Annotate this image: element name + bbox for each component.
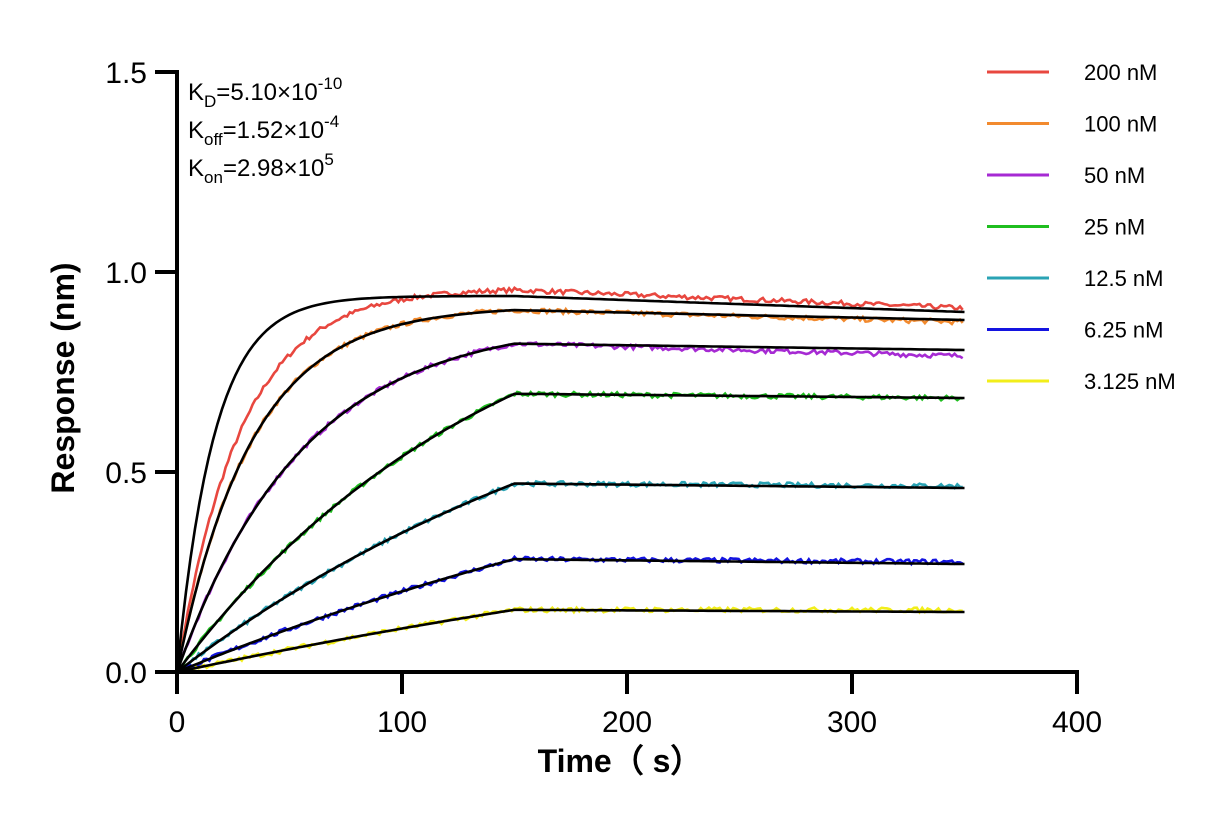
- y-tick-label: 1.0: [105, 257, 147, 290]
- series-line-1: [175, 285, 964, 673]
- legend-label: 12.5 nM: [1084, 266, 1164, 291]
- fit-line-1: [175, 294, 965, 673]
- legend-label: 25 nM: [1084, 215, 1145, 240]
- legend-label: 200 nM: [1084, 60, 1157, 85]
- x-tick-label: 400: [1052, 706, 1102, 739]
- series-line-2: [175, 306, 964, 671]
- y-tick-label: 0.5: [105, 457, 147, 490]
- fit-line-3: [175, 342, 965, 673]
- series-line-3: [175, 341, 964, 672]
- fit-line-4: [175, 392, 965, 673]
- x-axis-title: Time（ s）: [538, 743, 703, 779]
- legend-label: 3.125 nM: [1084, 369, 1176, 394]
- kinetic-constant: KD=5.10×10-10: [188, 74, 342, 111]
- axes: 0 100 200 300 400 0.0 0.5 1.0 1.5: [105, 57, 1102, 739]
- legend-label: 100 nM: [1084, 112, 1157, 137]
- kinetic-constant: Kon=2.98×105: [188, 150, 334, 187]
- series-line-5: [176, 479, 963, 672]
- y-tick-label: 1.5: [105, 57, 147, 90]
- y-axis-title: Response (nm): [45, 262, 81, 493]
- y-tick-label: 0.0: [105, 657, 147, 690]
- legend-label: 50 nM: [1084, 163, 1145, 188]
- kinetic-constant: Koff=1.52×10-4: [188, 112, 339, 149]
- x-tick-label: 300: [827, 706, 877, 739]
- x-tick-label: 100: [377, 706, 427, 739]
- series-line-6: [177, 554, 964, 674]
- legend-label: 6.25 nM: [1084, 318, 1164, 343]
- plot-area: [175, 285, 965, 674]
- x-tick-label: 200: [602, 706, 652, 739]
- legend: 200 nM 100 nM 50 nM 25 nM 12.5 nM 6.25 nM 3.12…: [987, 60, 1176, 394]
- x-tick-label: 0: [169, 706, 186, 739]
- series-line-7: [176, 605, 963, 674]
- series-line-4: [176, 390, 963, 674]
- fit-line-2: [175, 308, 965, 673]
- fit-line-5: [176, 482, 965, 674]
- fit-line-6: [176, 557, 965, 674]
- fit-line-7: [176, 608, 965, 674]
